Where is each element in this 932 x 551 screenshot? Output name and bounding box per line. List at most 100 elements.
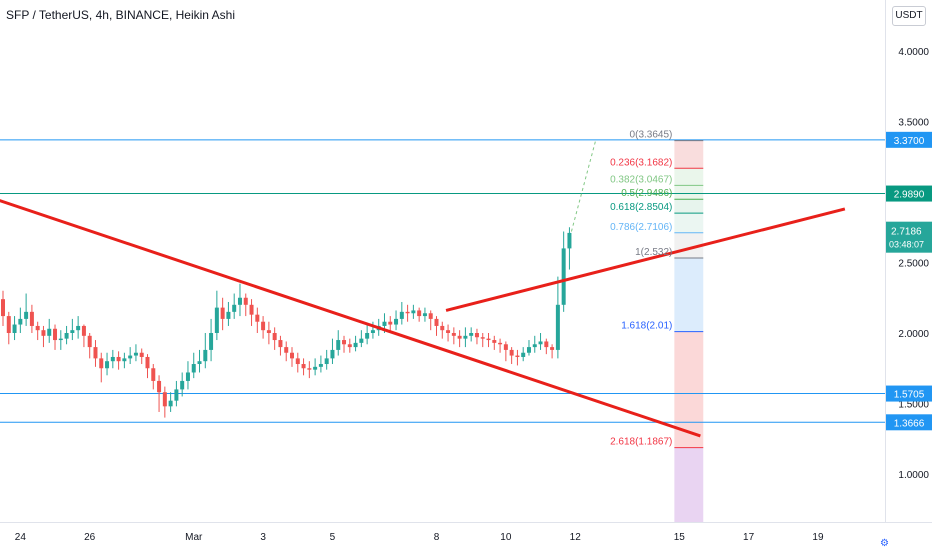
fib-level-label: 1(2.532) [635, 247, 672, 258]
candle-body [174, 389, 179, 401]
candle-body [6, 316, 11, 333]
candle-body [76, 325, 81, 331]
price-level-label: 1.3666 [894, 418, 925, 429]
price-axis[interactable]: 1.00001.50002.00002.50003.00003.50004.00… [885, 0, 932, 522]
time-tick-label: 10 [500, 532, 512, 543]
candle-body [18, 318, 23, 325]
candle-body [503, 344, 508, 350]
candle-body [209, 333, 214, 350]
fib-level-label: 1.618(2.01) [621, 321, 672, 332]
candle-body [295, 358, 300, 365]
candle-body [428, 313, 433, 319]
price-level-badge[interactable] [886, 385, 932, 402]
candle-body [370, 330, 375, 333]
candle-body [342, 340, 347, 345]
candle-body [532, 344, 537, 348]
gear-icon[interactable]: ⚙ [880, 538, 889, 549]
price-level-label: 1.5705 [894, 390, 925, 401]
candle-body [463, 335, 468, 339]
trendlines[interactable] [0, 199, 846, 438]
candles [1, 141, 596, 418]
candle-body [544, 341, 549, 348]
fib-level-label: 0(3.3645) [630, 130, 673, 141]
time-tick-label: Mar [185, 532, 203, 543]
candle-body [515, 355, 520, 357]
candle-body [133, 352, 138, 356]
candle-body [29, 311, 34, 326]
candle-body [180, 380, 185, 390]
candle-body [272, 333, 277, 341]
chart-title: SFP / TetherUS, 4h, BINANCE, Heikin Ashi [6, 8, 235, 22]
price-tick-label: 4.0000 [898, 47, 929, 58]
candle-body [567, 232, 572, 249]
trendline[interactable] [445, 207, 846, 312]
time-tick-label: 12 [570, 532, 582, 543]
time-tick-label: 15 [674, 532, 686, 543]
candle-body [47, 328, 52, 336]
horizontal-levels[interactable] [0, 139, 885, 423]
candle-body [382, 321, 387, 326]
price-level-badge[interactable] [886, 414, 932, 431]
candle-body [526, 347, 531, 353]
candle-body [162, 392, 167, 407]
candle-body [521, 352, 526, 357]
candle-body [486, 338, 491, 341]
candle-body [12, 324, 17, 333]
candle-body [561, 248, 566, 305]
candle-body [434, 318, 439, 326]
candle-body [440, 325, 445, 331]
candle-body [411, 310, 416, 314]
fib-zone [674, 447, 704, 522]
price-tick-label: 3.5000 [898, 118, 929, 129]
candle-body [405, 311, 410, 314]
time-tick-label: 5 [330, 532, 336, 543]
candle-body [451, 333, 456, 336]
trendline[interactable] [0, 199, 701, 438]
candle-body [24, 311, 29, 319]
time-axis[interactable]: 24 26 Mar 3 5 8 10 12 15 17 19 [0, 522, 932, 551]
fib-zone [674, 257, 704, 332]
time-axis-labels: 24 26 Mar 3 5 8 10 12 15 17 19 [15, 532, 824, 543]
fib-level-label: 0.786(2.7106) [610, 222, 672, 233]
candle-body [538, 341, 543, 345]
candle-body [116, 356, 121, 362]
fib-level-label: 2.618(1.1867) [610, 437, 672, 448]
current-price-value: 2.7186 [891, 227, 922, 238]
candle-body [110, 356, 115, 362]
fib-lines [674, 140, 704, 449]
candle-body [480, 337, 485, 339]
candle-body [249, 304, 254, 315]
candle-body [330, 349, 335, 359]
current-price-badge[interactable] [886, 221, 932, 253]
candle-body [151, 368, 156, 381]
candle-body [336, 340, 341, 350]
candle-body [105, 361, 110, 369]
fib-level-label: 0.236(3.1682) [610, 157, 672, 168]
candle-body [307, 368, 312, 370]
candle-body [266, 330, 271, 333]
candle-body [353, 342, 358, 348]
candle-body [203, 349, 208, 362]
candle-body [399, 311, 404, 319]
fib-zone [674, 140, 704, 169]
currency-button[interactable]: USDT [892, 6, 926, 26]
candle-body [93, 347, 98, 359]
candle-body [301, 364, 306, 369]
candle-body [214, 307, 219, 333]
candle-body [509, 349, 514, 356]
candle-body [347, 344, 352, 348]
candle-body [284, 347, 289, 353]
candle-body [64, 333, 69, 339]
candle-body [185, 372, 190, 381]
candle-body [41, 330, 46, 336]
candle-body [168, 400, 173, 407]
price-level-badge[interactable] [886, 185, 932, 202]
candle-body [555, 304, 560, 350]
candle-body [422, 313, 427, 317]
candle-body [99, 358, 104, 369]
time-tick-label: 17 [743, 532, 755, 543]
candle-body [220, 307, 225, 319]
price-level-badge[interactable] [886, 131, 932, 148]
candle-body [261, 321, 266, 331]
